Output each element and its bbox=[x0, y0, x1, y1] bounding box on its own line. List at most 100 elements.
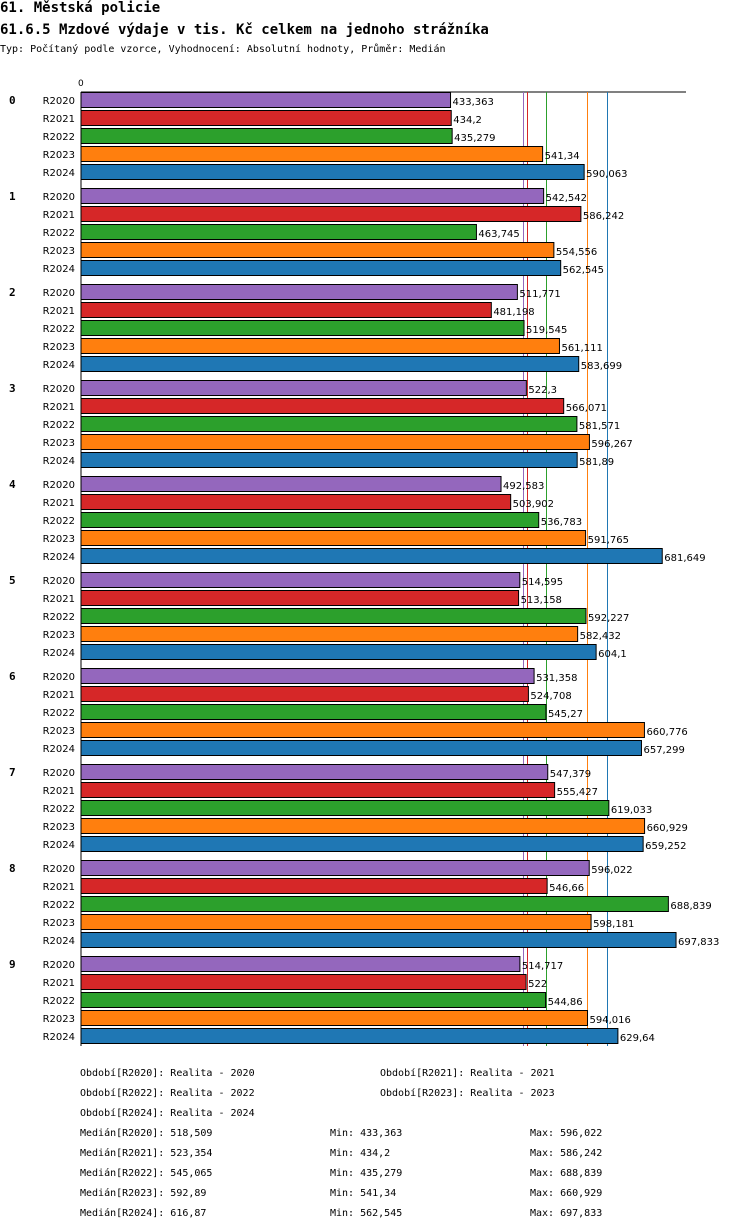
series-row-label: R2022 bbox=[43, 228, 75, 239]
data-label: 590,063 bbox=[586, 169, 627, 180]
series-row-label: R2023 bbox=[43, 822, 75, 833]
data-label: 463,745 bbox=[478, 229, 519, 240]
data-label: 566,071 bbox=[566, 403, 607, 414]
series-row-label: R2021 bbox=[43, 306, 75, 317]
bar-r2021 bbox=[80, 878, 548, 894]
series-row-label: R2024 bbox=[43, 168, 75, 179]
bar-r2021 bbox=[80, 590, 520, 606]
bar-r2020 bbox=[80, 188, 545, 204]
bar-r2022 bbox=[80, 512, 540, 528]
bar-r2024 bbox=[80, 932, 677, 948]
data-label: 541,34 bbox=[545, 151, 580, 162]
data-label: 545,27 bbox=[548, 709, 583, 720]
data-label: 546,66 bbox=[549, 883, 584, 894]
axis-zero-label: 0 bbox=[78, 79, 84, 89]
series-row-label: R2022 bbox=[43, 132, 75, 143]
bar-r2023 bbox=[80, 530, 587, 546]
bar-r2020 bbox=[80, 668, 535, 684]
bar-r2020 bbox=[80, 572, 521, 588]
bar-r2022 bbox=[80, 608, 587, 624]
data-label: 581,571 bbox=[579, 421, 620, 432]
data-label: 434,2 bbox=[453, 115, 482, 126]
series-row-label: R2022 bbox=[43, 420, 75, 431]
data-label: 681,649 bbox=[664, 553, 705, 564]
category-label: 2 bbox=[9, 286, 16, 299]
series-row-label: R2021 bbox=[43, 978, 75, 989]
series-row-label: R2021 bbox=[43, 594, 75, 605]
bar-r2020 bbox=[80, 380, 527, 396]
data-label: 660,776 bbox=[646, 727, 687, 738]
data-label: 583,699 bbox=[581, 361, 622, 372]
bar-r2021 bbox=[80, 206, 582, 222]
series-row-label: R2024 bbox=[43, 840, 75, 851]
data-label: 688,839 bbox=[670, 901, 711, 912]
bar-r2021 bbox=[80, 782, 556, 798]
series-row-label: R2023 bbox=[43, 438, 75, 449]
data-label: 581,89 bbox=[579, 457, 614, 468]
series-row-label: R2024 bbox=[43, 456, 75, 467]
series-row-label: R2023 bbox=[43, 918, 75, 929]
category-label: 4 bbox=[9, 478, 16, 491]
series-row-label: R2024 bbox=[43, 552, 75, 563]
data-label: 547,379 bbox=[550, 769, 591, 780]
series-row-label: R2021 bbox=[43, 882, 75, 893]
data-label: 629,64 bbox=[620, 1033, 655, 1044]
bar-r2023 bbox=[80, 1010, 589, 1026]
series-row-label: R2020 bbox=[43, 96, 75, 107]
bar-r2024 bbox=[80, 548, 663, 564]
data-label: 582,432 bbox=[580, 631, 621, 642]
bar-r2023 bbox=[80, 242, 555, 258]
series-row-label: R2022 bbox=[43, 324, 75, 335]
data-label: 513,158 bbox=[521, 595, 562, 606]
category-label: 1 bbox=[9, 190, 16, 203]
bar-r2023 bbox=[80, 818, 646, 834]
data-label: 596,022 bbox=[591, 865, 632, 876]
data-label: 586,242 bbox=[583, 211, 624, 222]
bar-r2020 bbox=[80, 764, 549, 780]
data-label: 519,545 bbox=[526, 325, 567, 336]
legend-max-r2021: Max: 586,242 bbox=[530, 1148, 603, 1159]
series-row-label: R2021 bbox=[43, 690, 75, 701]
series-row-label: R2020 bbox=[43, 576, 75, 587]
legend-max-r2024: Max: 697,833 bbox=[530, 1208, 603, 1219]
bar-r2022 bbox=[80, 896, 669, 912]
data-label: 596,267 bbox=[591, 439, 632, 450]
data-label: 598,181 bbox=[593, 919, 634, 930]
category-label: 6 bbox=[9, 670, 16, 683]
series-row-label: R2020 bbox=[43, 864, 75, 875]
legend-max-r2023: Max: 660,929 bbox=[530, 1188, 603, 1199]
bar-r2022 bbox=[80, 416, 578, 432]
bar-r2021 bbox=[80, 686, 529, 702]
data-label: 511,771 bbox=[519, 289, 560, 300]
bar-r2022 bbox=[80, 224, 477, 240]
data-label: 619,033 bbox=[611, 805, 652, 816]
series-row-label: R2021 bbox=[43, 786, 75, 797]
data-label: 531,358 bbox=[536, 673, 577, 684]
data-label: 555,427 bbox=[557, 787, 598, 798]
bar-r2023 bbox=[80, 722, 645, 738]
data-label: 604,1 bbox=[598, 649, 627, 660]
bar-r2020 bbox=[80, 92, 452, 108]
bar-r2020 bbox=[80, 956, 521, 972]
series-row-label: R2020 bbox=[43, 384, 75, 395]
legend-period-r2022: Období[R2022]: Realita - 2022 bbox=[80, 1088, 255, 1099]
data-label: 594,016 bbox=[590, 1015, 631, 1026]
data-label: 435,279 bbox=[454, 133, 495, 144]
bar-r2022 bbox=[80, 704, 547, 720]
series-row-label: R2022 bbox=[43, 612, 75, 623]
bar-r2023 bbox=[80, 914, 592, 930]
series-row-label: R2022 bbox=[43, 996, 75, 1007]
series-row-label: R2022 bbox=[43, 804, 75, 815]
data-label: 522 bbox=[528, 979, 547, 990]
series-row-label: R2020 bbox=[43, 480, 75, 491]
data-label: 660,929 bbox=[647, 823, 688, 834]
series-row-label: R2024 bbox=[43, 936, 75, 947]
series-row-label: R2021 bbox=[43, 402, 75, 413]
data-label: 554,556 bbox=[556, 247, 597, 258]
legend-period-r2024: Období[R2024]: Realita - 2024 bbox=[80, 1108, 255, 1119]
series-row-label: R2023 bbox=[43, 726, 75, 737]
legend-median-r2024: Medián[R2024]: 616,87 bbox=[80, 1208, 207, 1219]
page-title: 61. Městská policie bbox=[0, 0, 161, 16]
bar-r2023 bbox=[80, 626, 579, 642]
